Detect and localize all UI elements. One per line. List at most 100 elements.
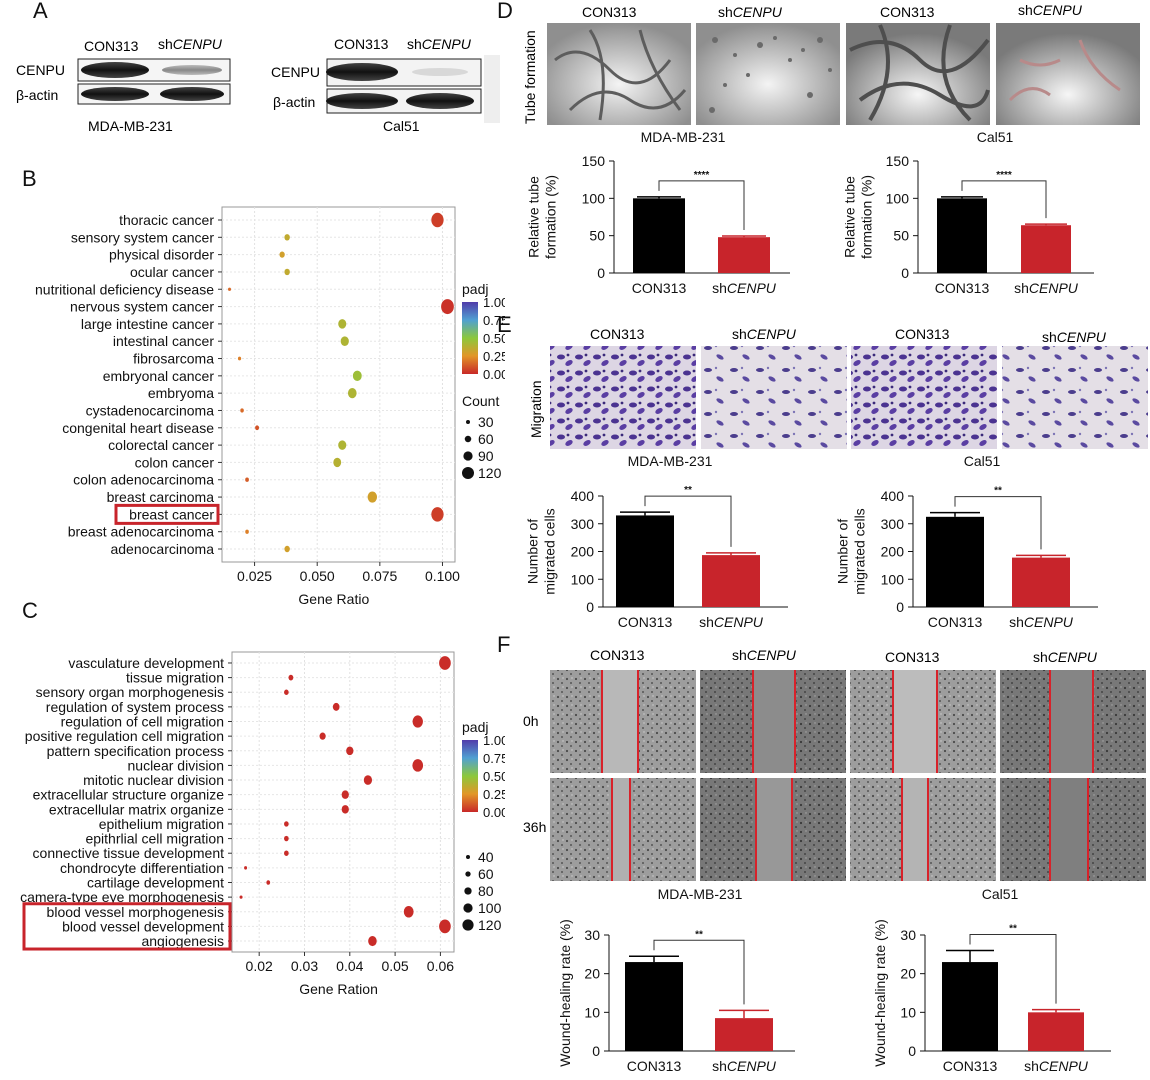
bar — [942, 962, 998, 1051]
migration-image-2 — [701, 346, 847, 449]
tube-image-4 — [996, 23, 1140, 125]
size-legend-dot — [462, 467, 474, 479]
y-tick-label: 50 — [893, 228, 909, 244]
size-legend-dot — [463, 451, 473, 461]
data-point — [279, 251, 285, 258]
tube-image-2 — [696, 23, 840, 125]
e-header-3: CON313 — [895, 326, 950, 342]
x-tick-label: 0.050 — [300, 568, 335, 584]
y-tick-label: 400 — [881, 488, 905, 504]
x-tick-label: CON313 — [943, 1058, 998, 1074]
chart-title: MDA-MB-231 — [641, 129, 726, 145]
category-label: nuclear division — [128, 757, 225, 773]
color-tick-label: 0.00 — [483, 367, 505, 382]
x-tick-label: CON313 — [632, 280, 687, 296]
f-header-2: shCENPU — [732, 647, 797, 663]
significance-label: **** — [996, 170, 1012, 181]
bar — [702, 555, 760, 607]
category-label: epithrlial cell migration — [85, 831, 224, 847]
tube-image-3 — [846, 23, 990, 125]
x-tick-label: shCENPU — [712, 1058, 777, 1074]
size-legend-label: 120 — [478, 465, 502, 481]
data-point — [403, 905, 414, 918]
migration-image-1 — [550, 346, 696, 449]
x-tick-label: 0.06 — [427, 958, 454, 974]
chart-e-cal51: Cal51 0 100 200 300 400 Number of migrated cell… — [835, 453, 1098, 630]
significance-label: ** — [1009, 923, 1017, 934]
size-legend-label: 30 — [478, 414, 494, 430]
category-label: mitotic nuclear division — [83, 772, 224, 788]
chart-title: MDA-MB-231 — [658, 886, 743, 902]
chart-f-mda: MDA-MB-231 0 10 20 30 Wound-healing rate (%) C… — [557, 886, 795, 1074]
e-header-4: shCENPU — [1042, 329, 1107, 345]
y-tick-label: 200 — [571, 544, 595, 560]
data-point — [255, 425, 260, 431]
data-point — [244, 866, 248, 870]
category-label: ocular cancer — [130, 264, 214, 280]
e-header-1: CON313 — [590, 326, 645, 342]
wound-gap — [756, 778, 792, 881]
significance-bracket — [961, 180, 1047, 219]
category-label: tissue migration — [126, 670, 224, 686]
x-tick-label: 0.03 — [291, 958, 318, 974]
blot-band — [406, 93, 474, 109]
category-label: regulation of cell migration — [61, 714, 224, 730]
y-tick-label: 0 — [592, 1043, 600, 1059]
panel-label-c: C — [22, 598, 38, 623]
significance-label: **** — [694, 170, 710, 181]
x-tick-label: CON313 — [928, 614, 983, 630]
chart-d-mda: MDA-MB-231 0 50 100 150 Relative tube formatio… — [526, 129, 790, 296]
category-label: extracellular structure organize — [33, 787, 225, 803]
x-tick-label: 0.100 — [425, 568, 460, 584]
data-point — [368, 935, 377, 947]
d-header-3: CON313 — [880, 4, 935, 20]
bar — [718, 237, 770, 273]
data-point — [431, 212, 444, 228]
size-legend-dot — [463, 903, 473, 913]
category-label: pattern specification process — [47, 743, 224, 759]
color-tick-label: 0.00 — [483, 805, 505, 820]
category-label: blood vessel development — [62, 918, 224, 934]
significance-label: ** — [994, 486, 1002, 497]
data-point — [319, 732, 326, 740]
y-tick-label: 100 — [881, 571, 905, 587]
category-label: colon adenocarcinoma — [73, 472, 214, 488]
f-header-1: CON313 — [590, 647, 645, 663]
blot-right-row2: β-actin — [273, 94, 315, 110]
category-label: large intestine cancer — [81, 316, 214, 332]
y-tick-label: 20 — [900, 966, 916, 982]
category-label: colorectal cancer — [108, 437, 214, 453]
data-point — [284, 268, 290, 276]
wound-gap — [893, 670, 937, 773]
bar — [625, 962, 683, 1051]
tube-network — [1008, 39, 1121, 102]
migration-image-4 — [1002, 346, 1148, 449]
color-tick-label: 0.50 — [483, 331, 505, 346]
x-tick-label: 0.02 — [246, 958, 273, 974]
size-legend-label: 120 — [478, 917, 502, 933]
data-point — [284, 850, 289, 856]
y-tick-label: 300 — [571, 516, 595, 532]
data-point — [228, 287, 232, 291]
blot-right-row1: CENPU — [271, 64, 320, 80]
f-row-0h: 0h — [523, 713, 539, 729]
data-point — [284, 689, 289, 695]
x-tick-label: shCENPU — [699, 614, 764, 630]
chart-d-cal51: Cal51 0 50 100 150 Relative tube formation (%)… — [845, 129, 1094, 296]
chart-f-cal51: Cal51 0 10 20 30 Wound-healing rate (%) CON313… — [872, 886, 1111, 1074]
bar — [715, 1018, 773, 1051]
data-point — [245, 529, 249, 534]
data-point — [341, 805, 349, 814]
data-point — [338, 319, 347, 329]
y-axis-label: Wound-healing rate (%) — [872, 919, 888, 1067]
category-label: cartilage development — [87, 874, 224, 890]
y-axis-label: Wound-healing rate (%) — [557, 919, 573, 1067]
category-label: camera-type eye morphogenesis — [20, 889, 224, 905]
data-point — [439, 919, 451, 934]
data-point — [266, 880, 271, 885]
bar — [937, 198, 987, 273]
plot-frame — [221, 206, 456, 563]
western-blot-figure: CON313 shCENPU CENPU β-actin MDA-MB-231 … — [16, 36, 500, 134]
x-tick-label: CON313 — [618, 614, 673, 630]
